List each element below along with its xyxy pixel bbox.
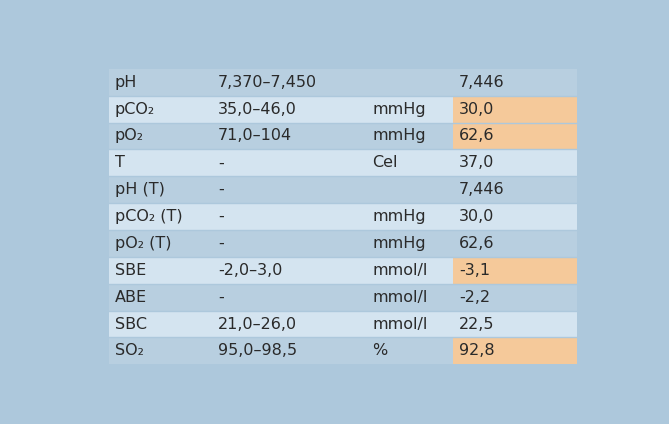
Bar <box>453 338 577 364</box>
Text: pCO₂ (T): pCO₂ (T) <box>115 209 183 224</box>
Text: -: - <box>218 290 223 305</box>
Text: 30,0: 30,0 <box>459 209 494 224</box>
Text: 71,0–104: 71,0–104 <box>218 128 292 143</box>
Text: -2,2: -2,2 <box>459 290 490 305</box>
Text: SBC: SBC <box>115 316 147 332</box>
Bar <box>108 96 453 123</box>
Bar <box>108 310 453 338</box>
Bar <box>108 284 453 310</box>
Text: mmol/l: mmol/l <box>373 290 428 305</box>
Text: pH (T): pH (T) <box>115 182 165 197</box>
Text: -3,1: -3,1 <box>459 263 490 278</box>
Text: -: - <box>218 155 223 170</box>
Bar <box>453 284 577 310</box>
Bar <box>108 338 453 364</box>
Text: pCO₂: pCO₂ <box>115 102 155 117</box>
Text: 95,0–98,5: 95,0–98,5 <box>218 343 297 358</box>
Bar <box>453 123 577 149</box>
Text: 37,0: 37,0 <box>459 155 494 170</box>
Text: pO₂ (T): pO₂ (T) <box>115 236 171 251</box>
Text: pO₂: pO₂ <box>115 128 144 143</box>
Text: mmHg: mmHg <box>373 102 426 117</box>
Text: 62,6: 62,6 <box>459 128 495 143</box>
Text: -: - <box>218 209 223 224</box>
Text: 21,0–26,0: 21,0–26,0 <box>218 316 297 332</box>
Text: ABE: ABE <box>115 290 147 305</box>
Bar <box>453 310 577 338</box>
Bar <box>453 257 577 284</box>
Bar <box>453 149 577 176</box>
Text: SO₂: SO₂ <box>115 343 144 358</box>
Text: -: - <box>218 236 223 251</box>
Bar <box>108 69 453 96</box>
Text: T: T <box>115 155 124 170</box>
Text: -: - <box>218 182 223 197</box>
Text: mmol/l: mmol/l <box>373 316 428 332</box>
Bar <box>108 230 453 257</box>
Text: -2,0–3,0: -2,0–3,0 <box>218 263 282 278</box>
Text: 62,6: 62,6 <box>459 236 495 251</box>
Bar <box>453 203 577 230</box>
Text: mmHg: mmHg <box>373 209 426 224</box>
Text: mmol/l: mmol/l <box>373 263 428 278</box>
Text: 22,5: 22,5 <box>459 316 495 332</box>
Bar <box>453 69 577 96</box>
Text: mmHg: mmHg <box>373 236 426 251</box>
Text: pH: pH <box>115 75 137 90</box>
Bar <box>453 96 577 123</box>
Text: 30,0: 30,0 <box>459 102 494 117</box>
Text: mmHg: mmHg <box>373 128 426 143</box>
Text: 7,370–7,450: 7,370–7,450 <box>218 75 317 90</box>
Bar <box>108 123 453 149</box>
Bar <box>108 203 453 230</box>
Bar <box>453 230 577 257</box>
Text: 92,8: 92,8 <box>459 343 495 358</box>
Text: Cel: Cel <box>373 155 398 170</box>
Text: %: % <box>373 343 388 358</box>
Text: 35,0–46,0: 35,0–46,0 <box>218 102 297 117</box>
Bar <box>453 176 577 203</box>
Bar <box>108 257 453 284</box>
Text: 7,446: 7,446 <box>459 75 505 90</box>
Text: SBE: SBE <box>115 263 146 278</box>
Bar <box>108 149 453 176</box>
Bar <box>108 176 453 203</box>
Text: 7,446: 7,446 <box>459 182 505 197</box>
